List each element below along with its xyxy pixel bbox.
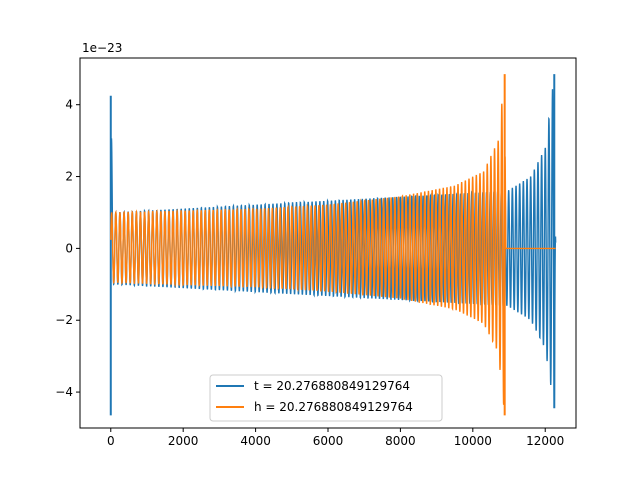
y-tick-label: 2 bbox=[65, 170, 73, 184]
y-offset-label: 1e−23 bbox=[82, 41, 122, 55]
x-tick-label: 4000 bbox=[240, 434, 271, 448]
x-axis: 0 2000 4000 6000 8000 10000 12000 bbox=[107, 428, 564, 448]
x-tick-label: 0 bbox=[107, 434, 115, 448]
y-tick-label: 4 bbox=[65, 98, 73, 112]
x-tick-label: 8000 bbox=[385, 434, 416, 448]
legend-box bbox=[209, 374, 443, 422]
x-tick-label: 10000 bbox=[454, 434, 492, 448]
legend-label-t: t = 20.276880849129764 bbox=[254, 379, 410, 393]
legend-label-h: h = 20.276880849129764 bbox=[254, 400, 413, 414]
series-line-h bbox=[110, 103, 556, 405]
x-tick-label: 12000 bbox=[526, 434, 564, 448]
y-tick-label: −2 bbox=[55, 313, 73, 327]
y-axis: −4 −2 0 2 4 bbox=[55, 98, 80, 399]
y-tick-label: −4 bbox=[55, 385, 73, 399]
x-tick-label: 6000 bbox=[313, 434, 344, 448]
plot-series bbox=[109, 74, 557, 416]
legend: t = 20.276880849129764 h = 20.2768808491… bbox=[209, 374, 443, 422]
x-tick-label: 2000 bbox=[168, 434, 199, 448]
y-tick-label: 0 bbox=[65, 241, 73, 255]
